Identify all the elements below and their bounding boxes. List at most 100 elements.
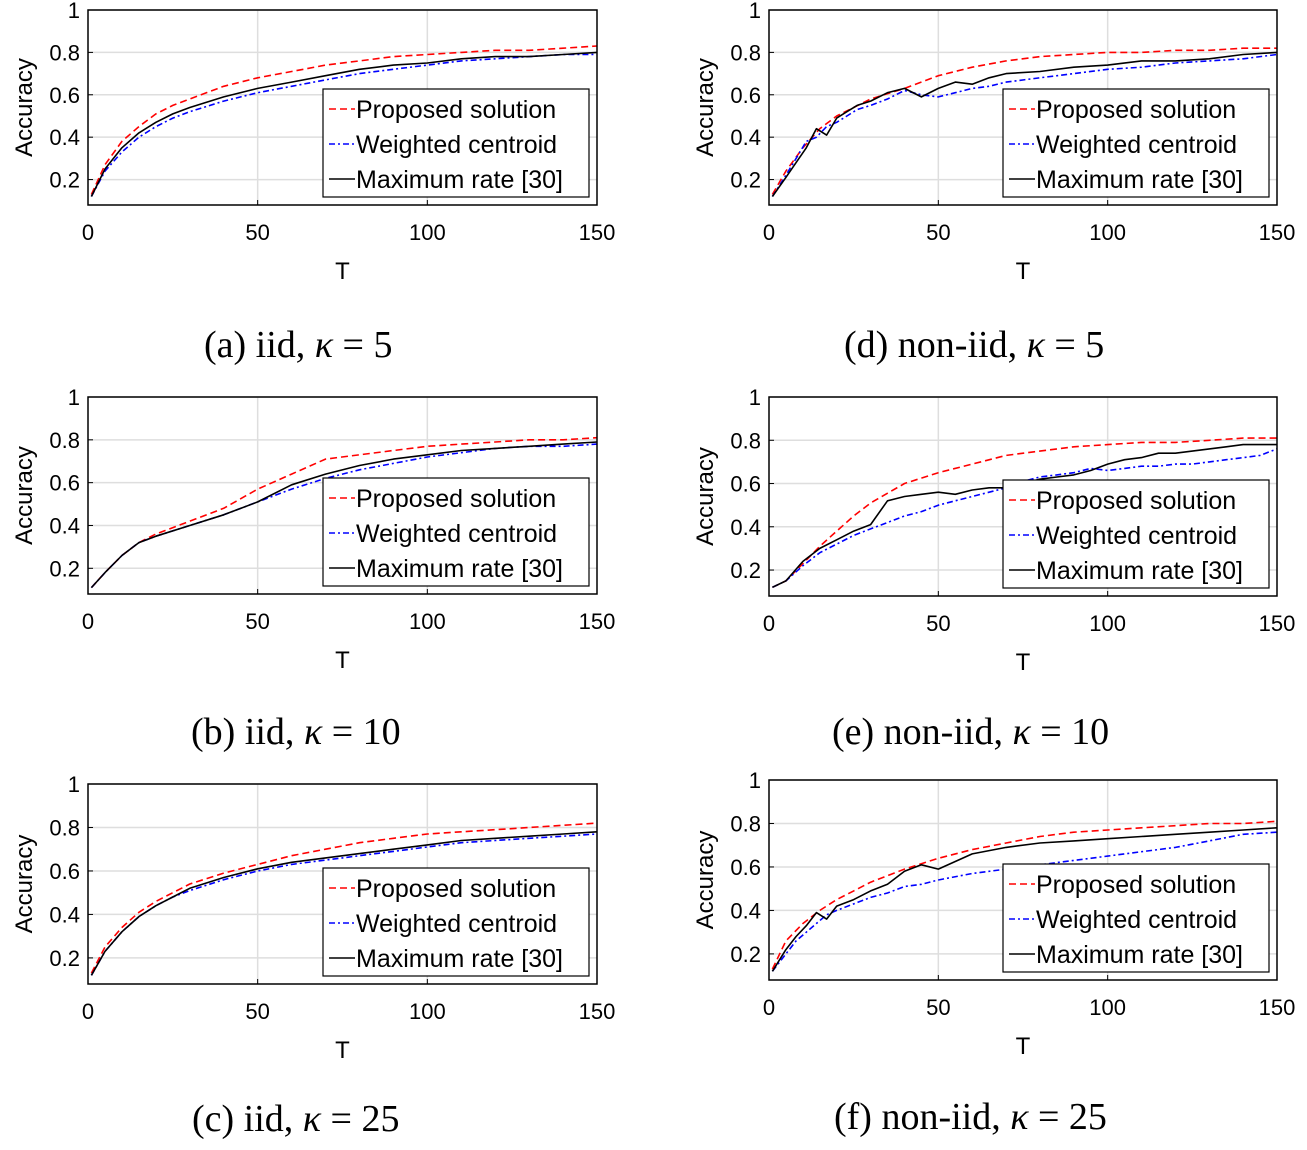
y-tick-label: 1	[749, 768, 761, 793]
legend-box	[1002, 479, 1270, 589]
x-axis-label: T	[335, 1037, 350, 1064]
axes-box	[768, 9, 1278, 206]
chart-panel-c: 0 50 100 150 0.2 0.4 0.6 0.8 1 T Accuracy Proposed …	[11, 772, 615, 1064]
legend-label: Proposed solution	[356, 485, 556, 513]
y-tick-label: 1	[749, 0, 761, 23]
legend-box	[1002, 863, 1270, 973]
legend-label: Weighted centroid	[1036, 131, 1237, 159]
legend-label: Weighted centroid	[356, 131, 557, 159]
series-line-maxrate	[90, 441, 598, 589]
legend-label: Maximum rate [30]	[1036, 941, 1243, 969]
y-axis-label: Accuracy	[11, 446, 38, 545]
legend-label: Maximum rate [30]	[356, 945, 563, 973]
series-line-proposed	[771, 47, 1277, 195]
caption-e: (e) non-iid, κ = 10	[832, 711, 1110, 753]
y-tick-label: 0.6	[730, 855, 761, 880]
y-tick-label: 0.8	[730, 428, 761, 453]
y-tick-label: 0.2	[730, 942, 761, 967]
y-tick-label: 0.8	[49, 815, 80, 840]
legend-label: Proposed solution	[1036, 871, 1236, 899]
y-tick-label: 0.6	[49, 83, 80, 108]
legend-label: Maximum rate [30]	[1036, 557, 1243, 585]
x-tick-label: 50	[245, 999, 269, 1024]
legend-label: Weighted centroid	[356, 520, 557, 548]
y-tick-label: 1	[68, 385, 80, 410]
y-tick-label: 0.4	[49, 513, 80, 538]
y-tick-label: 0.8	[49, 428, 80, 453]
x-tick-label: 0	[82, 220, 94, 245]
y-axis-label: Accuracy	[692, 58, 719, 157]
legend: Proposed solution Weighted centroid Maximu…	[322, 88, 590, 198]
y-tick-label: 0.6	[730, 472, 761, 497]
x-tick-label: 150	[579, 999, 616, 1024]
axes-box	[87, 783, 598, 985]
x-axis-label: T	[1016, 649, 1031, 676]
y-tick-label: 1	[68, 0, 80, 23]
legend-label: Proposed solution	[356, 875, 556, 903]
chart-panel-e: 0 50 100 150 0.2 0.4 0.6 0.8 1 T Accuracy Proposed …	[692, 385, 1295, 676]
series-line-weighted	[90, 53, 597, 197]
series-line-maxrate	[771, 827, 1278, 972]
x-axis-label: T	[335, 258, 350, 285]
legend: Proposed solution Weighted centroid Maximu…	[1002, 479, 1270, 589]
series-line-proposed	[90, 822, 598, 974]
x-tick-label: 150	[1259, 611, 1296, 636]
y-axis-label: Accuracy	[11, 58, 38, 157]
chart-panel-f: 0 50 100 150 0.2 0.4 0.6 0.8 1 T Accuracy Proposed …	[692, 768, 1295, 1060]
legend-box	[1002, 88, 1270, 198]
x-tick-label: 50	[245, 220, 269, 245]
x-axis-label: T	[1016, 1033, 1031, 1060]
series-line-proposed	[90, 436, 598, 589]
legend-label: Proposed solution	[1036, 487, 1236, 515]
series-line-weighted	[771, 831, 1278, 972]
x-tick-label: 100	[1089, 220, 1126, 245]
x-tick-label: 50	[926, 220, 950, 245]
y-tick-label: 0.6	[730, 83, 761, 108]
y-tick-label: 0.2	[49, 168, 80, 193]
caption-c: (c) iid, κ = 25	[192, 1098, 400, 1140]
y-tick-label: 0.4	[49, 902, 80, 927]
series-line-weighted	[90, 833, 598, 976]
y-tick-label: 0.8	[49, 40, 80, 65]
x-tick-label: 0	[82, 999, 94, 1024]
x-tick-label: 100	[409, 220, 446, 245]
legend-label: Maximum rate [30]	[356, 166, 563, 194]
y-axis-label: Accuracy	[692, 831, 719, 930]
series-line-maxrate	[90, 51, 598, 197]
y-tick-label: 0.6	[49, 859, 80, 884]
axes-box	[768, 779, 1278, 981]
x-tick-label: 0	[82, 609, 94, 634]
x-tick-label: 50	[926, 611, 950, 636]
y-tick-label: 0.4	[730, 898, 761, 923]
series-line-maxrate	[771, 51, 1278, 197]
legend-label: Weighted centroid	[356, 910, 557, 938]
series-line-proposed	[90, 45, 598, 195]
y-tick-label: 0.2	[730, 168, 761, 193]
legend: Proposed solution Weighted centroid Maximu…	[322, 867, 590, 977]
legend-box	[322, 88, 590, 198]
chart-panel-d: 0 50 100 150 0.2 0.4 0.6 0.8 1 T Accuracy Proposed …	[692, 0, 1295, 285]
legend-label: Proposed solution	[356, 96, 556, 124]
series-line-proposed	[771, 820, 1278, 970]
caption-f: (f) non-iid, κ = 25	[834, 1096, 1107, 1138]
y-axis-label: Accuracy	[692, 447, 719, 546]
x-tick-label: 150	[1259, 995, 1296, 1020]
x-tick-label: 50	[926, 995, 950, 1020]
y-tick-label: 0.2	[49, 556, 80, 581]
x-tick-label: 100	[409, 999, 446, 1024]
y-tick-label: 1	[68, 772, 80, 797]
caption-a: (a) iid, κ = 5	[204, 324, 393, 366]
x-tick-label: 100	[1089, 611, 1126, 636]
x-tick-label: 150	[1259, 220, 1296, 245]
x-tick-label: 0	[763, 611, 775, 636]
chart-panel-b: 0 50 100 150 0.2 0.4 0.6 0.8 1 T Accuracy Proposed …	[11, 385, 615, 674]
y-axis-label: Accuracy	[11, 835, 38, 934]
caption-d: (d) non-iid, κ = 5	[844, 324, 1105, 366]
y-tick-label: 0.6	[49, 471, 80, 496]
legend-label: Weighted centroid	[1036, 522, 1237, 550]
legend-label: Weighted centroid	[1036, 906, 1237, 934]
y-tick-label: 0.4	[730, 515, 761, 540]
legend: Proposed solution Weighted centroid Maximu…	[1002, 88, 1270, 198]
